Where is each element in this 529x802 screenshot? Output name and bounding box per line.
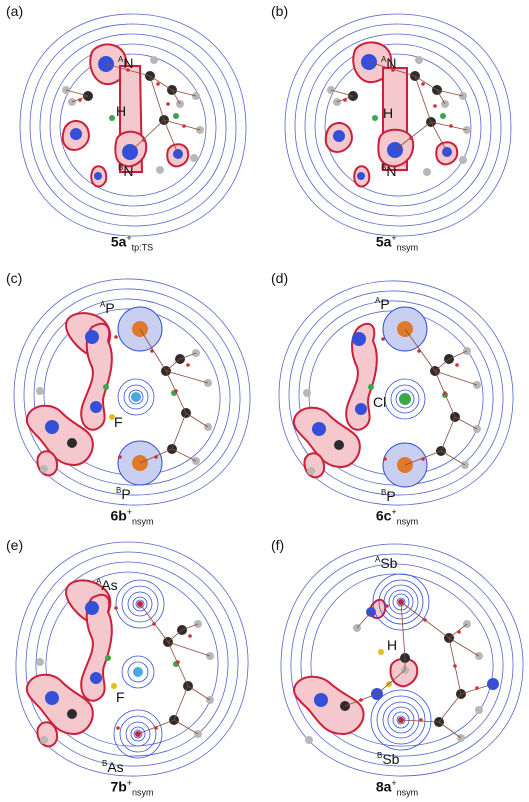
- panel-caption: 7b+nsym: [110, 778, 154, 798]
- panel-caption: 6c+nsym: [375, 507, 419, 527]
- panel-d: AP Cl BP (d) 6c+nsym: [265, 267, 529, 534]
- atom-label-bottom: BN: [381, 163, 396, 179]
- contour-plot-f: ASb H BSb: [280, 543, 524, 777]
- contour-lines: [284, 13, 512, 237]
- panel-label: (e): [6, 537, 24, 553]
- critical-points: [114, 606, 192, 730]
- atom-label-top: AN: [118, 55, 133, 71]
- panel-e: AAs F BAs (e) 7b+nsym: [0, 534, 264, 801]
- contour-plot-b: AN H BN: [284, 13, 512, 237]
- contour-plot-d: AP Cl BP: [278, 280, 514, 506]
- atom-label-bottom: BSb: [377, 751, 400, 767]
- as-contours: [113, 579, 165, 759]
- panel-label: (f): [271, 537, 285, 553]
- critical-points: [78, 68, 186, 142]
- panel-label: (b): [271, 3, 289, 19]
- panel-caption: 8a+nsym: [375, 778, 419, 798]
- atom-label-top: AAs: [96, 577, 118, 593]
- cl-contours: [384, 378, 426, 420]
- contour-plot-c: AP F BP: [13, 278, 251, 506]
- contour-plot-a: AN H BN: [19, 13, 247, 237]
- atom-label-top: ASb: [375, 555, 398, 571]
- atom-label-center: H: [387, 637, 397, 653]
- atom-label-center: Cl: [373, 394, 386, 410]
- panel-caption: 5a+nsym: [375, 233, 419, 253]
- panel-label: (d): [271, 270, 289, 286]
- f-contours: [117, 378, 155, 416]
- lobes: [293, 598, 419, 736]
- atom-label-bottom: BP: [116, 486, 131, 502]
- atom-label-bottom: BP: [381, 488, 396, 504]
- lobes: [292, 322, 378, 479]
- atom-label-top: AP: [100, 300, 115, 316]
- atom-label-top: AP: [375, 296, 390, 312]
- atom-label-center: F: [114, 414, 123, 430]
- atom-label-top: AN: [381, 55, 396, 71]
- panel-a: AN H BN (a) 5a+tp:TS: [0, 0, 264, 267]
- panel-caption: 6b+nsym: [110, 507, 154, 527]
- panel-b: AN H BN (b) 5a+nsym: [265, 0, 529, 267]
- atom-label-center: H: [383, 105, 393, 121]
- panel-caption: 5a+tp:TS: [110, 233, 154, 253]
- atom-label-bottom: BAs: [102, 759, 124, 775]
- sb-contours: [370, 573, 432, 751]
- atom-label-center: F: [116, 689, 125, 705]
- critical-points: [359, 604, 479, 722]
- atom-label-bottom: BN: [118, 163, 133, 179]
- critical-points: [114, 335, 190, 459]
- contour-plot-e: AAs F BAs: [15, 541, 249, 777]
- critical-points: [343, 68, 453, 140]
- atom-label-center: H: [116, 103, 126, 119]
- panel-c: AP F BP (c) 6b+nsym: [0, 267, 264, 534]
- panel-f: ASb H BSb (f) 8a+nsym: [265, 534, 529, 801]
- lobes: [25, 579, 113, 748]
- contour-lines: [280, 543, 524, 777]
- critical-points: [381, 337, 459, 461]
- panel-label: (a): [6, 3, 24, 19]
- panel-label: (c): [6, 270, 23, 286]
